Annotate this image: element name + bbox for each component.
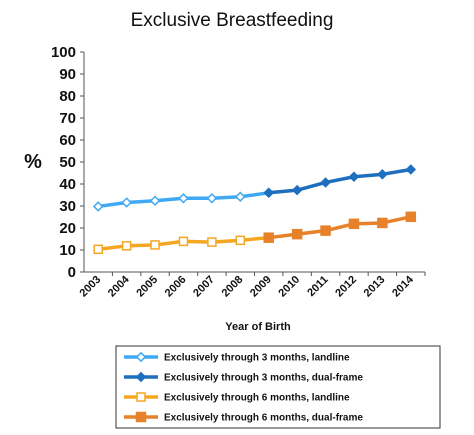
x-axis-label: Year of Birth [225,321,291,333]
x-tick-label: 2004 [106,273,132,299]
y-tick-label: 50 [59,154,76,171]
y-tick-label: 30 [59,198,76,215]
data-point [121,241,132,251]
legend-item-2: Exclusively through 3 months, dual-frame [124,371,363,384]
legend-label: Exclusively through 6 months, dual-frame [164,413,363,424]
series-group [92,164,417,255]
chart-title: Exclusive Breastfeeding [131,10,334,31]
legend-item-3: Exclusively through 6 months, landline [124,392,350,404]
y-tick-label: 70 [59,110,76,127]
data-point [150,240,160,250]
y-tick-label: 100 [51,44,76,61]
legend-swatch-marker [135,351,147,363]
x-tick-label: 2007 [191,274,217,300]
legend-label: Exclusively through 6 months, landline [164,393,350,404]
data-point [348,171,360,183]
x-tick-labels: 2003 2004 2005 2006 2007 2008 2009 2010 2011 2012… [78,273,417,299]
data-point [235,235,246,246]
x-tick-label: 2012 [333,274,359,300]
data-point [178,236,189,247]
legend: Exclusively through 3 months, landline Ex… [115,345,441,429]
series-line [268,167,412,195]
y-tick-label: 40 [59,176,76,193]
data-point [93,244,103,255]
y-tick-label: 80 [59,88,76,105]
legend-label: Exclusively through 3 months, dual-frame [164,373,363,384]
y-tick-labels: 0 10 20 30 40 50 60 70 80 90 100 [51,44,76,281]
x-tick-label: 2010 [276,274,302,300]
data-point [149,195,161,206]
data-point [377,169,388,180]
x-tick-label: 2011 [305,274,330,299]
data-point [263,187,274,199]
x-tick-label: 2003 [78,274,104,300]
legend-box [115,345,441,429]
x-tick-label: 2013 [362,274,388,300]
legend-swatch-marker [136,392,146,402]
axes [80,51,426,276]
data-point [206,193,218,204]
series-4 [263,211,417,243]
series-2 [263,164,417,199]
series-3 [93,232,274,255]
legend-swatch-marker [135,371,147,383]
data-point [263,232,274,243]
x-tick-label: 2008 [220,274,246,300]
y-tick-label: 20 [59,220,76,237]
data-point [291,228,303,240]
data-point [235,191,246,203]
data-point [405,211,417,223]
x-tick-label: 2005 [134,274,160,300]
x-tick-label: 2009 [248,274,274,300]
x-tick-label: 2014 [390,273,416,299]
data-point [320,177,331,188]
y-tick-label: 10 [59,242,76,259]
data-point [377,217,388,229]
y-tick-label: 0 [68,264,76,281]
series-line [268,215,412,240]
legend-item-1: Exclusively through 3 months, landline [124,351,350,364]
data-point [291,184,303,196]
y-axis-label: % [24,151,42,173]
legend-swatch-marker [135,411,147,423]
legend-item-4: Exclusively through 6 months, dual-frame [124,411,363,424]
data-point [92,201,104,212]
data-point [207,237,217,247]
data-point [348,218,360,230]
data-point [320,225,331,236]
legend-label: Exclusively through 3 months, landline [164,353,350,364]
y-tick-label: 60 [59,132,76,149]
series-1 [92,187,274,212]
data-point [178,193,189,204]
y-tick-label: 90 [59,66,76,83]
data-point [405,164,417,175]
data-point [121,197,132,208]
x-tick-label: 2006 [163,274,189,300]
